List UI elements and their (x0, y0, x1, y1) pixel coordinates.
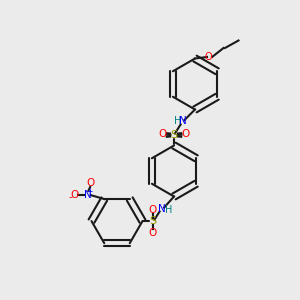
Text: O: O (205, 52, 212, 62)
Text: O: O (158, 129, 167, 140)
Text: O: O (148, 205, 157, 215)
Text: N: N (158, 203, 166, 214)
Text: N: N (179, 116, 187, 127)
Text: O: O (70, 190, 78, 200)
Text: O: O (87, 178, 95, 188)
Text: S: S (170, 130, 178, 140)
Text: -: - (69, 192, 73, 202)
Text: O: O (181, 129, 190, 140)
Text: +: + (86, 187, 93, 196)
Text: H: H (165, 205, 172, 215)
Text: N: N (84, 190, 92, 200)
Text: S: S (149, 216, 157, 226)
Text: O: O (148, 227, 157, 238)
Text: H: H (174, 116, 181, 126)
